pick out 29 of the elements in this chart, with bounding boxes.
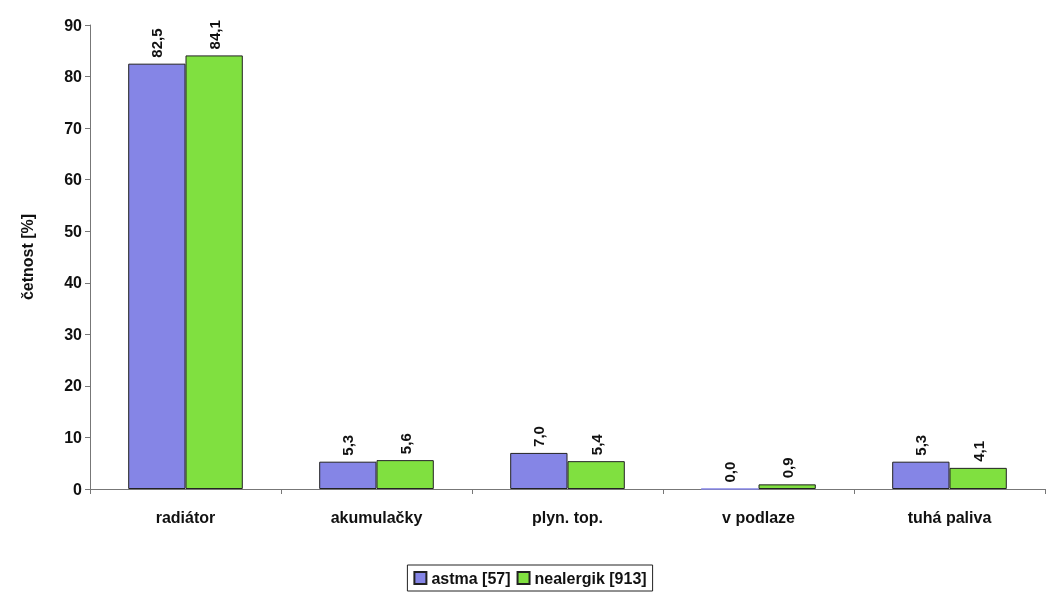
x-tick-label: akumulačky	[330, 508, 423, 526]
y-tick-label: 50	[64, 222, 83, 240]
legend-label: astma [57]	[431, 569, 511, 587]
bar	[758, 484, 816, 489]
data-label: 84,1	[205, 20, 223, 50]
data-label: 5,4	[587, 433, 605, 456]
y-tick-label: 40	[64, 274, 83, 292]
y-tick-label: 60	[64, 171, 83, 189]
y-tick-label: 20	[64, 377, 83, 395]
y-tick-label: 80	[64, 68, 83, 86]
data-label: 0,9	[778, 457, 796, 479]
y-tick-label: 10	[64, 428, 83, 446]
data-label: 4,1	[969, 441, 987, 462]
data-label: 82,5	[148, 28, 166, 58]
data-label: 0,0	[721, 461, 739, 483]
data-label: 5,3	[912, 434, 930, 456]
data-label: 5,6	[396, 433, 414, 455]
y-axis-title: četnost [%]	[18, 213, 36, 301]
x-tick-label: tuhá paliva	[907, 508, 992, 526]
x-tick-label: v podlaze	[722, 508, 796, 526]
data-label: 5,3	[339, 434, 357, 456]
x-tick-label: radiátor	[155, 508, 216, 526]
y-tick-label: 30	[64, 325, 83, 343]
legend-label: nealergik [913]	[534, 569, 647, 587]
y-tick-label: 70	[64, 119, 83, 137]
data-label: 7,0	[530, 426, 548, 447]
x-tick-label: plyn. top.	[531, 508, 604, 526]
y-tick-label: 0	[73, 480, 83, 498]
y-tick-label: 90	[64, 16, 83, 34]
